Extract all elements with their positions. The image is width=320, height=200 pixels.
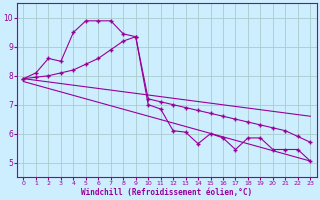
X-axis label: Windchill (Refroidissement éolien,°C): Windchill (Refroidissement éolien,°C) [81,188,252,197]
